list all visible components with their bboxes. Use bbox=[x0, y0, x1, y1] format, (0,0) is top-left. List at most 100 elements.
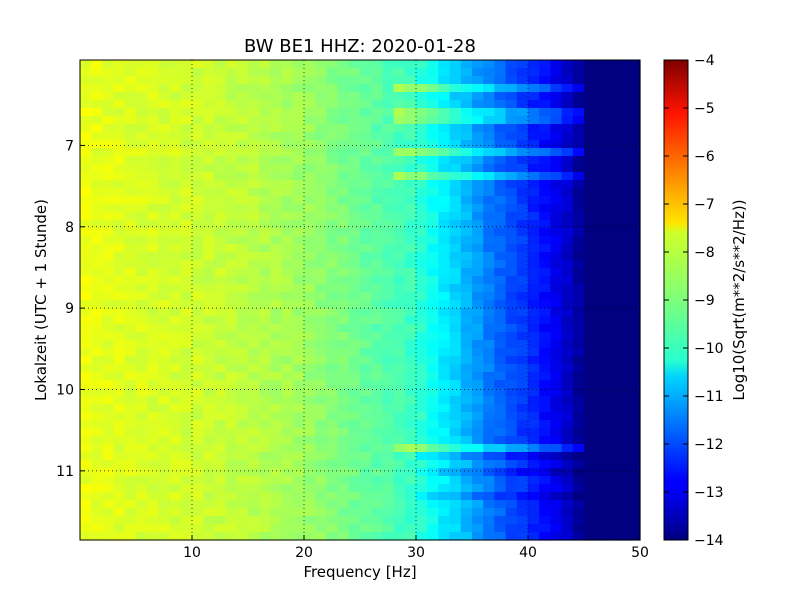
heatmap-cell bbox=[416, 316, 428, 325]
heatmap-cell bbox=[371, 476, 383, 485]
heatmap-cell bbox=[80, 92, 92, 101]
heatmap-cell bbox=[595, 76, 607, 85]
heatmap-cell bbox=[561, 300, 574, 309]
heatmap-cell bbox=[203, 108, 215, 117]
heatmap-cell bbox=[91, 348, 103, 357]
heatmap-cell bbox=[169, 460, 182, 469]
heatmap-cell bbox=[606, 60, 619, 69]
heatmap-cell bbox=[270, 316, 283, 325]
heatmap-cell bbox=[270, 92, 283, 101]
heatmap-cell bbox=[550, 108, 563, 117]
heatmap-cell bbox=[460, 340, 473, 349]
heatmap-cell bbox=[203, 244, 215, 253]
heatmap-cell bbox=[192, 396, 204, 405]
heatmap-cell bbox=[124, 76, 137, 85]
heatmap-cell bbox=[505, 100, 518, 109]
heatmap-cell bbox=[628, 428, 641, 437]
heatmap-cell bbox=[147, 220, 159, 229]
heatmap-cell bbox=[102, 196, 115, 205]
heatmap-cell bbox=[91, 492, 103, 501]
heatmap-cell bbox=[539, 172, 551, 181]
heatmap-cell bbox=[270, 236, 283, 245]
heatmap-cell bbox=[214, 436, 227, 445]
heatmap-cell bbox=[483, 196, 495, 205]
heatmap-cell bbox=[348, 348, 361, 357]
heatmap-cell bbox=[617, 436, 630, 445]
heatmap-cell bbox=[236, 60, 249, 69]
heatmap-cell bbox=[124, 204, 137, 213]
heatmap-cell bbox=[192, 188, 204, 197]
heatmap-cell bbox=[214, 500, 227, 509]
heatmap-cell bbox=[528, 316, 540, 325]
heatmap-cell bbox=[236, 204, 249, 213]
heatmap-cell bbox=[259, 524, 271, 533]
heatmap-cell bbox=[606, 108, 619, 117]
heatmap-cell bbox=[472, 452, 484, 461]
heatmap-cell bbox=[80, 188, 92, 197]
heatmap-cell bbox=[259, 228, 271, 237]
heatmap-cell bbox=[382, 92, 395, 101]
heatmap-cell bbox=[281, 420, 294, 429]
heatmap-cell bbox=[124, 92, 137, 101]
heatmap-cell bbox=[404, 204, 417, 213]
heatmap-cell bbox=[438, 180, 451, 189]
heatmap-cell bbox=[516, 308, 529, 317]
heatmap-cell bbox=[606, 204, 619, 213]
heatmap-cell bbox=[460, 316, 473, 325]
heatmap-cell bbox=[393, 516, 406, 525]
heatmap-cell bbox=[595, 100, 607, 109]
heatmap-cell bbox=[326, 420, 339, 429]
heatmap-cell bbox=[427, 100, 439, 109]
heatmap-cell bbox=[561, 516, 574, 525]
heatmap-cell bbox=[539, 340, 551, 349]
heatmap-cell bbox=[516, 500, 529, 509]
heatmap-cell bbox=[259, 268, 271, 277]
heatmap-cell bbox=[326, 196, 339, 205]
heatmap-cell bbox=[326, 492, 339, 501]
heatmap-cell bbox=[91, 244, 103, 253]
heatmap-cell bbox=[192, 84, 204, 93]
heatmap-cell bbox=[203, 436, 215, 445]
heatmap-cell bbox=[561, 420, 574, 429]
heatmap-cell bbox=[326, 324, 339, 333]
heatmap-cell bbox=[595, 156, 607, 165]
heatmap-cell bbox=[360, 108, 372, 117]
heatmap-cell bbox=[528, 436, 540, 445]
heatmap-cell bbox=[80, 244, 92, 253]
heatmap-cell bbox=[270, 372, 283, 381]
heatmap-cell bbox=[203, 524, 215, 533]
heatmap-cell bbox=[315, 148, 327, 157]
heatmap-cell bbox=[516, 252, 529, 261]
heatmap-cell bbox=[572, 244, 585, 253]
heatmap-cell bbox=[449, 532, 462, 541]
heatmap-cell bbox=[225, 124, 238, 133]
heatmap-cell bbox=[472, 500, 484, 509]
heatmap-cell bbox=[124, 316, 137, 325]
heatmap-cell bbox=[315, 252, 327, 261]
heatmap-cell bbox=[449, 276, 462, 285]
heatmap-cell bbox=[371, 236, 383, 245]
heatmap-cell bbox=[304, 212, 316, 221]
heatmap-cell bbox=[371, 252, 383, 261]
heatmap-cell bbox=[113, 244, 126, 253]
heatmap-cell bbox=[214, 380, 227, 389]
heatmap-cell bbox=[225, 268, 238, 277]
heatmap-cell bbox=[326, 164, 339, 173]
heatmap-cell bbox=[528, 204, 540, 213]
heatmap-cell bbox=[528, 220, 540, 229]
heatmap-cell bbox=[225, 140, 238, 149]
heatmap-cell bbox=[416, 284, 428, 293]
heatmap-cell bbox=[270, 340, 283, 349]
heatmap-cell bbox=[438, 148, 451, 157]
heatmap-cell bbox=[427, 196, 439, 205]
heatmap-cell bbox=[281, 76, 294, 85]
heatmap-cell bbox=[494, 60, 507, 69]
heatmap-cell bbox=[572, 148, 585, 157]
heatmap-cell bbox=[539, 212, 551, 221]
heatmap-cell bbox=[169, 60, 182, 69]
heatmap-cell bbox=[337, 324, 350, 333]
heatmap-cell bbox=[281, 236, 294, 245]
heatmap-cell bbox=[584, 316, 596, 325]
heatmap-cell bbox=[561, 108, 574, 117]
heatmap-cell bbox=[259, 148, 271, 157]
